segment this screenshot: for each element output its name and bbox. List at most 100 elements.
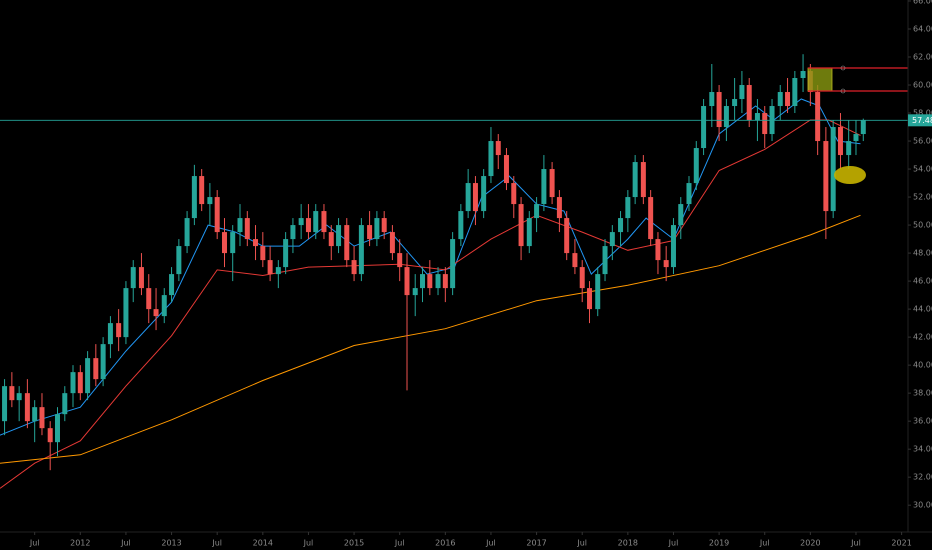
highlight-ellipse	[834, 166, 866, 184]
candle-body	[389, 232, 395, 254]
x-tick-label: Jul	[394, 539, 405, 548]
candle-body	[465, 183, 471, 212]
candle-body	[746, 85, 752, 121]
x-tick-label: Jul	[668, 539, 679, 548]
candle-body	[564, 218, 570, 254]
x-tick-label: 2013	[161, 539, 181, 548]
candle-body	[518, 204, 524, 247]
candle-body	[336, 225, 342, 247]
candle-body	[374, 218, 380, 240]
candle-body	[670, 225, 676, 268]
candle-body	[526, 218, 532, 247]
candle-body	[221, 232, 227, 254]
anchor-point	[840, 88, 846, 94]
candle-body	[16, 393, 22, 401]
candle-body	[701, 106, 707, 149]
x-tick-label: Jul	[303, 539, 314, 548]
candle-body	[495, 141, 501, 156]
x-tick-label: 2018	[618, 539, 638, 548]
candle-body	[534, 204, 540, 219]
candle-body	[800, 71, 806, 79]
candle-body	[678, 204, 684, 226]
candle-body	[267, 260, 273, 275]
candle-body	[70, 372, 76, 394]
x-tick-label: Jul	[211, 539, 222, 548]
x-tick-label: Jul	[850, 539, 861, 548]
y-tick-label: 50.00	[913, 221, 932, 230]
candle-body	[640, 162, 646, 198]
x-tick-label: 2015	[344, 539, 364, 548]
candle-body	[397, 253, 403, 268]
candle-body	[853, 134, 859, 142]
y-tick-label: 52.00	[913, 193, 932, 202]
y-tick-label: 46.00	[913, 277, 932, 286]
x-tick-label: Jul	[576, 539, 587, 548]
candle-body	[283, 239, 289, 268]
candle-body	[404, 267, 410, 296]
candle-body	[549, 169, 555, 198]
y-tick-label: 54.00	[913, 165, 932, 174]
candle-body	[709, 92, 715, 107]
y-tick-label: 30.00	[913, 501, 932, 510]
candle-body	[244, 218, 250, 240]
candle-body	[176, 246, 182, 275]
y-tick-label: 48.00	[913, 249, 932, 258]
candle-body	[214, 197, 220, 233]
y-tick-label: 56.00	[913, 137, 932, 146]
candle-body	[686, 183, 692, 205]
candle-body	[199, 176, 205, 205]
candle-body	[116, 323, 122, 338]
candle-body	[290, 225, 296, 240]
candle-body	[298, 218, 304, 226]
y-tick-label: 58.00	[913, 109, 932, 118]
candle-body	[275, 267, 281, 275]
candle-body	[367, 225, 373, 240]
annotations	[807, 65, 908, 184]
candle-body	[815, 92, 821, 142]
candle-body	[716, 92, 722, 128]
candle-body	[100, 344, 106, 380]
candle-body	[541, 169, 547, 205]
x-tick-label: 2016	[435, 539, 455, 548]
x-tick-label: 2014	[253, 539, 273, 548]
candle-body	[313, 211, 319, 233]
y-tick-label: 64.00	[913, 24, 932, 33]
candle-body	[47, 428, 53, 443]
x-tick-label: Jul	[120, 539, 131, 548]
candle-body	[207, 197, 213, 205]
candle-body	[556, 197, 562, 219]
candle-body	[618, 218, 624, 233]
candle-body	[161, 295, 167, 317]
candle-body	[762, 113, 768, 135]
candle-body	[24, 393, 30, 422]
candle-body	[237, 218, 243, 233]
candle-body	[191, 176, 197, 219]
y-tick-label: 62.00	[913, 53, 932, 62]
y-tick-label: 40.00	[913, 361, 932, 370]
candle-body	[321, 211, 327, 233]
candle-body	[579, 267, 585, 289]
candle-body	[77, 372, 83, 394]
candle-body	[93, 358, 99, 380]
candle-body	[435, 274, 441, 289]
y-tick-label: 66.00	[913, 0, 932, 5]
x-tick-label: Jul	[29, 539, 40, 548]
candle-body	[54, 414, 60, 443]
candle-body	[344, 225, 350, 261]
candle-body	[739, 85, 745, 100]
candle-body	[595, 274, 601, 310]
x-tick-label: Jul	[485, 539, 496, 548]
candle-body	[9, 386, 15, 401]
candle-body	[107, 323, 113, 345]
y-tick-label: 32.00	[913, 473, 932, 482]
candle-body	[792, 78, 798, 107]
candle-body	[609, 232, 615, 247]
candle-body	[2, 386, 8, 422]
candle-body	[785, 92, 791, 107]
candle-body	[442, 274, 448, 289]
candle-body	[450, 239, 456, 289]
candle-body	[572, 253, 578, 268]
candle-body	[153, 309, 159, 317]
candle-body	[305, 218, 311, 233]
